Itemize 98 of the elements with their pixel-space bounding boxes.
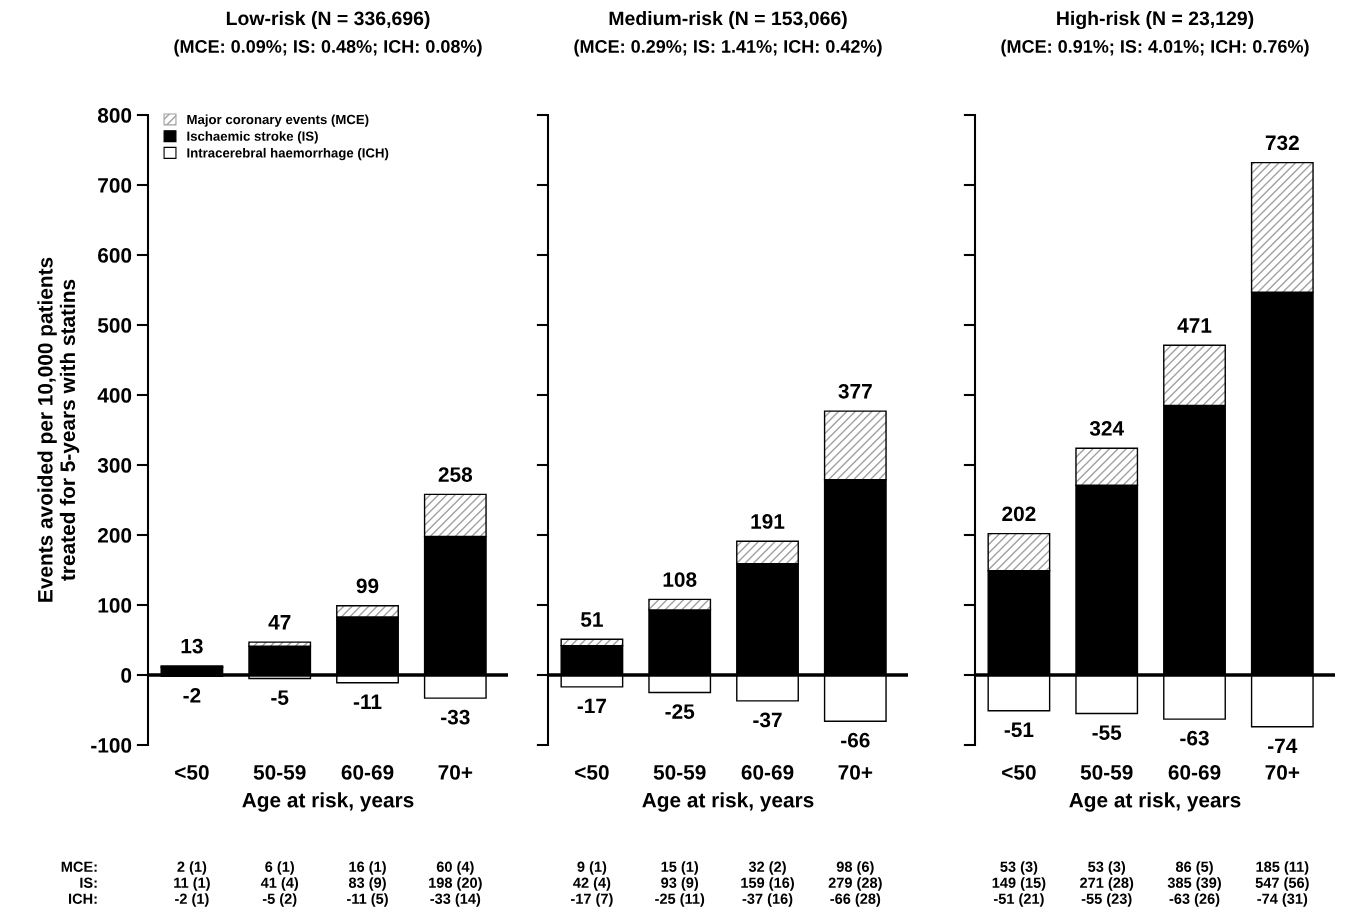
- annotation: -17: [577, 698, 607, 714]
- annotation: 51: [580, 612, 603, 627]
- data-label: -17 (7): [571, 893, 613, 907]
- data-label: 149 (15): [992, 877, 1046, 891]
- annotation: 324: [1089, 421, 1124, 436]
- x-tick-label: 60-69: [341, 764, 394, 780]
- x-tick-label: 70+: [438, 764, 473, 780]
- chart-subtitle: (MCE: 0.29%; IS: 1.41%; ICH: 0.42%): [574, 39, 882, 57]
- y-tick-label: 300: [97, 458, 132, 473]
- y-tick-label: 200: [97, 528, 132, 543]
- annotation: 13: [181, 638, 203, 654]
- chart-title: Medium-risk (N = 153,066): [609, 10, 847, 30]
- x-axis-title: Age at risk, years: [242, 792, 414, 812]
- legend-label: Major coronary events (MCE): [187, 114, 369, 127]
- x-tick-label: 50-59: [653, 764, 706, 780]
- x-tick-label: 70+: [1265, 764, 1300, 780]
- y-tick-label: 500: [97, 318, 132, 333]
- data-label: 271 (28): [1080, 877, 1134, 891]
- x-tick-label: 50-59: [1080, 764, 1133, 780]
- annotation: 258: [438, 467, 473, 482]
- annotation: -55: [1092, 725, 1122, 740]
- data-label: -25 (11): [655, 893, 705, 907]
- y-tick-label: -100: [91, 738, 132, 753]
- data-label: 9 (1): [577, 861, 607, 875]
- annotation: -74: [1268, 738, 1298, 754]
- x-tick-label: 60-69: [1168, 764, 1221, 780]
- x-tick-label: 60-69: [741, 764, 794, 780]
- data-label: 159 (16): [741, 877, 794, 891]
- data-label: -11 (5): [347, 893, 388, 907]
- text: MCE:: [61, 861, 97, 872]
- data-label: 185 (11): [1256, 861, 1309, 875]
- annotation: -37: [753, 712, 782, 728]
- data-label: 16 (1): [349, 861, 386, 875]
- data-label: 93 (9): [661, 877, 699, 891]
- text: IS:: [80, 877, 97, 888]
- x-tick-label: 50-59: [253, 764, 306, 780]
- data-label: 279 (28): [828, 877, 882, 891]
- legend-label: Ischaemic stroke (IS): [187, 131, 318, 144]
- data-label: -63 (26): [1169, 893, 1220, 907]
- data-label: 385 (39): [1167, 877, 1221, 891]
- data-label: 60 (4): [436, 861, 474, 875]
- annotation: 377: [838, 383, 872, 399]
- annotation: 47: [268, 615, 291, 630]
- chart-title: Low-risk (N = 336,696): [226, 10, 430, 30]
- chart-subtitle: (MCE: 0.09%; IS: 0.48%; ICH: 0.08%): [174, 39, 482, 57]
- annotation: 732: [1265, 135, 1299, 151]
- data-label: 198 (20): [429, 877, 482, 891]
- data-label: 41 (4): [260, 877, 299, 891]
- data-label: 98 (6): [836, 861, 874, 875]
- text: ICH:: [69, 893, 97, 904]
- x-tick-label: <50: [175, 764, 209, 780]
- data-label: -2 (1): [175, 893, 209, 907]
- data-label: -55 (23): [1081, 893, 1132, 907]
- data-label: 547 (56): [1255, 877, 1309, 891]
- x-axis-title: Age at risk, years: [1069, 792, 1241, 812]
- annotation: -25: [665, 704, 695, 719]
- data-label: 11 (1): [174, 877, 210, 891]
- y-tick-label: 0: [121, 668, 132, 683]
- data-label: -66 (28): [830, 893, 881, 907]
- data-label: -51 (21): [993, 893, 1044, 907]
- x-tick-label: <50: [575, 764, 609, 780]
- data-label: 83 (9): [348, 877, 386, 891]
- y-axis-title: Events avoided per 10,000 patients treated for 5-years with statins: [37, 257, 80, 602]
- data-label: 32 (2): [748, 861, 786, 875]
- data-label: 86 (5): [1175, 861, 1213, 875]
- x-axis-title: Age at risk, years: [642, 792, 814, 812]
- data-label: -74 (31): [1257, 893, 1308, 907]
- annotation: -5: [271, 690, 289, 705]
- annotation: 108: [663, 572, 697, 587]
- data-label: 53 (3): [1000, 861, 1038, 875]
- y-tick-label: 700: [98, 178, 132, 193]
- x-tick-label: 70+: [838, 764, 873, 780]
- legend-label: Intracerebral haemorrhage (ICH): [187, 147, 389, 161]
- annotation: 191: [751, 514, 785, 529]
- annotation: -33: [441, 709, 470, 725]
- y-tick-label: 800: [97, 108, 132, 123]
- data-label: 15 (1): [661, 861, 699, 875]
- annotation: -63: [1180, 730, 1209, 746]
- annotation: 99: [356, 578, 379, 594]
- data-label: -5 (2): [262, 893, 297, 907]
- annotation: 471: [1177, 318, 1212, 333]
- data-label: -33 (14): [430, 893, 481, 907]
- y-tick-label: 600: [98, 248, 132, 263]
- y-tick-label: 400: [97, 388, 132, 403]
- chart-subtitle: (MCE: 0.91%; IS: 4.01%; ICH: 0.76%): [1001, 39, 1309, 57]
- data-label: 6 (1): [265, 861, 294, 875]
- annotation: -11: [353, 694, 382, 709]
- chart-title: High-risk (N = 23,129): [1057, 10, 1254, 30]
- data-label: 53 (3): [1088, 861, 1126, 875]
- annotation: -51: [1004, 722, 1034, 738]
- data-label: 2 (1): [177, 861, 207, 875]
- y-tick-label: 100: [98, 598, 132, 613]
- data-label: -37 (16): [742, 893, 793, 907]
- x-tick-label: <50: [1002, 764, 1036, 780]
- annotation: -2: [183, 688, 201, 703]
- annotation: 202: [1002, 506, 1036, 522]
- annotation: -66: [841, 732, 870, 748]
- data-label: 42 (4): [573, 877, 611, 891]
